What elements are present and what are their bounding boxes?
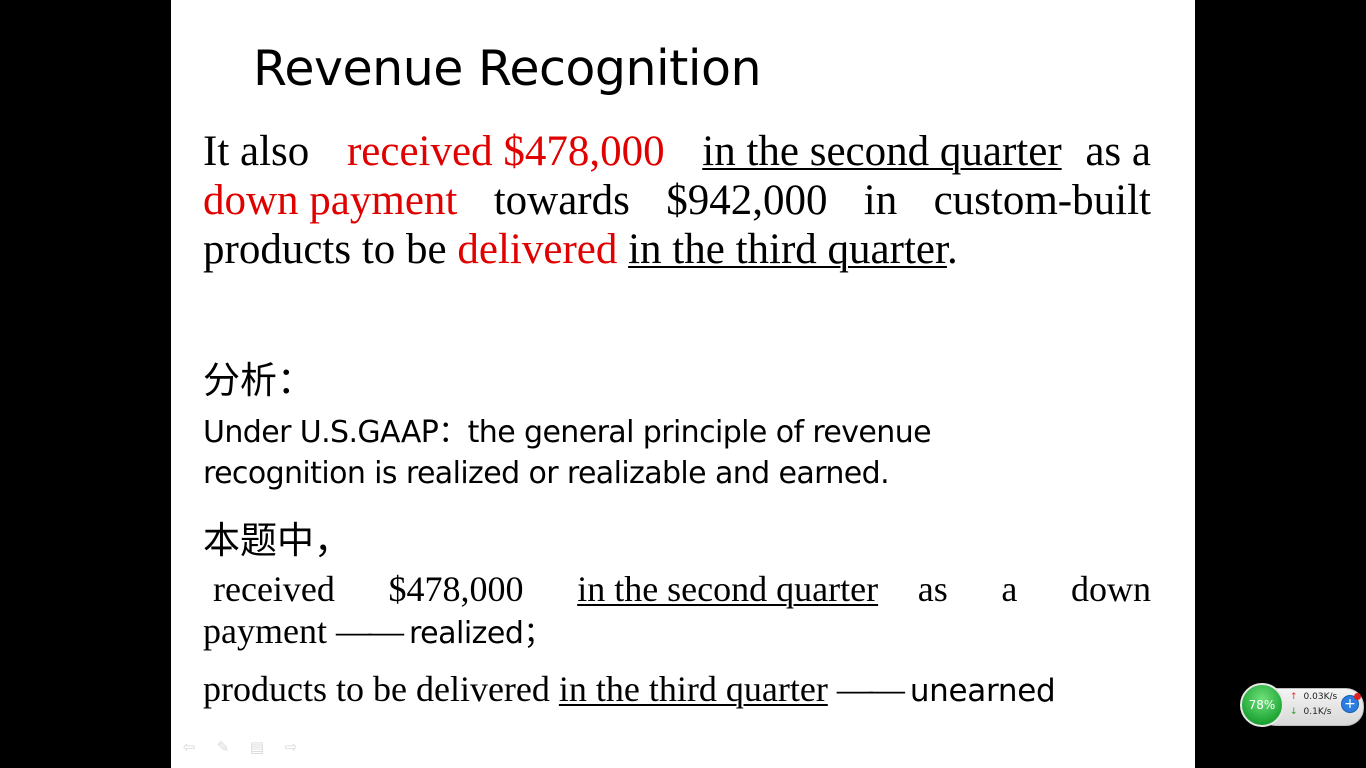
- text-in: in: [863, 177, 898, 224]
- dash-separator: ——: [335, 611, 404, 651]
- add-icon[interactable]: +: [1341, 695, 1359, 713]
- question-line-3: products to be delivered in the third qu…: [203, 225, 1151, 274]
- question-context-heading: 本题中，: [203, 519, 351, 562]
- menu-icon[interactable]: ▤: [249, 738, 265, 756]
- unearned-line: products to be delivered in the third qu…: [203, 668, 1056, 710]
- text-as: as: [917, 569, 948, 609]
- text-as-a: as a: [1085, 128, 1151, 175]
- download-speed-row: ↓ 0.1K/s: [1290, 707, 1331, 717]
- slide-canvas: Revenue Recognition It also received $47…: [171, 0, 1195, 768]
- text-down: down: [1070, 569, 1151, 609]
- text-amount-942000: $942,000: [666, 177, 828, 224]
- label-realized: realized；: [408, 616, 553, 651]
- underline-third-quarter-2: in the third quarter: [558, 669, 828, 709]
- system-monitor-widget[interactable]: 78% ↑ 0.03K/s ↓ 0.1K/s +: [1240, 683, 1364, 727]
- upload-speed: 0.03K/s: [1303, 692, 1338, 702]
- download-arrow-icon: ↓: [1290, 707, 1298, 717]
- underline-third-quarter: in the third quarter: [628, 226, 947, 273]
- slide-title: Revenue Recognition: [253, 40, 762, 97]
- text-custom-built: custom-built: [933, 177, 1151, 224]
- slideshow-nav: ⇦ ✎ ▤ ⇨: [179, 738, 301, 756]
- question-line-2: down payment towards $942,000 in custom-…: [203, 176, 1151, 225]
- underline-second-quarter-2: in the second quarter: [577, 569, 879, 609]
- text-it-also: It also: [203, 128, 310, 175]
- next-slide-icon[interactable]: ⇨: [284, 738, 298, 756]
- principle-line-2: recognition is realized or realizable an…: [203, 456, 890, 491]
- dash-separator-2: ——: [836, 669, 905, 709]
- text-payment: payment: [203, 611, 327, 651]
- realized-line-1: received $478,000 in the second quarter …: [203, 568, 1151, 610]
- principle-line-1: Under U.S.GAAP：the general principle of …: [203, 415, 932, 450]
- underline-second-quarter: in the second quarter: [702, 128, 1062, 175]
- highlight-delivered: delivered: [457, 226, 618, 273]
- text-received: received: [213, 569, 335, 609]
- realized-line-2: payment —— realized；: [203, 610, 1151, 655]
- principle-paragraph: Under U.S.GAAP：the general principle of …: [203, 412, 1163, 494]
- question-line-1: It also received $478,000 in the second …: [203, 127, 1151, 176]
- question-paragraph: It also received $478,000 in the second …: [203, 127, 1151, 274]
- text-amount-478000: $478,000: [388, 569, 524, 609]
- highlight-down-payment: down payment: [203, 177, 458, 224]
- highlight-received-amount: received $478,000: [346, 128, 665, 175]
- upload-arrow-icon: ↑: [1290, 692, 1298, 702]
- usage-percent-badge[interactable]: 78%: [1240, 683, 1284, 727]
- previous-slide-icon[interactable]: ⇦: [182, 738, 196, 756]
- text-products-delivered: products to be delivered: [203, 669, 550, 709]
- analysis-heading: 分析：: [203, 359, 314, 402]
- label-unearned: unearned: [909, 673, 1056, 709]
- text-period: .: [946, 226, 958, 273]
- download-speed: 0.1K/s: [1303, 707, 1332, 717]
- text-a: a: [1001, 569, 1018, 609]
- text-products-to-be: products to be: [203, 226, 447, 273]
- text-towards: towards: [493, 177, 630, 224]
- pen-icon[interactable]: ✎: [216, 738, 230, 756]
- upload-speed-row: ↑ 0.03K/s: [1290, 692, 1337, 702]
- notification-dot: [1354, 693, 1361, 700]
- realized-paragraph: received $478,000 in the second quarter …: [203, 568, 1151, 655]
